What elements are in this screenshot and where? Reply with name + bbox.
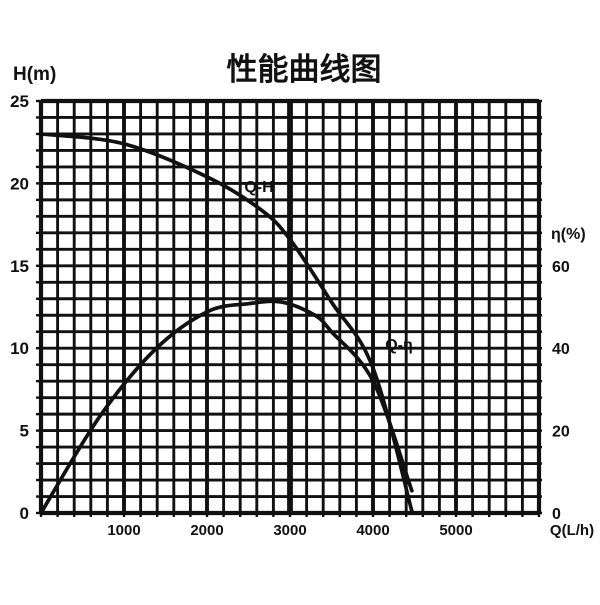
- svg-text:0: 0: [20, 504, 29, 523]
- svg-text:60: 60: [552, 259, 570, 276]
- svg-text:25: 25: [10, 92, 29, 111]
- svg-text:η(%): η(%): [551, 226, 586, 243]
- svg-text:Q-η: Q-η: [385, 337, 413, 354]
- svg-text:4000: 4000: [356, 522, 389, 539]
- svg-text:20: 20: [10, 174, 29, 193]
- svg-text:40: 40: [552, 341, 570, 358]
- svg-text:2000: 2000: [190, 522, 223, 539]
- svg-text:1000: 1000: [107, 522, 140, 539]
- svg-text:15: 15: [10, 257, 29, 276]
- svg-text:10: 10: [10, 339, 29, 358]
- svg-text:0: 0: [552, 506, 561, 523]
- svg-text:20: 20: [552, 424, 570, 441]
- svg-text:性能曲线图: 性能曲线图: [227, 52, 382, 87]
- svg-text:3000: 3000: [273, 522, 306, 539]
- svg-text:Q(L/h): Q(L/h): [550, 522, 594, 539]
- svg-text:5: 5: [20, 422, 29, 441]
- svg-text:5000: 5000: [439, 522, 472, 539]
- svg-text:Q-H: Q-H: [244, 179, 273, 196]
- svg-text:H(m): H(m): [13, 64, 56, 85]
